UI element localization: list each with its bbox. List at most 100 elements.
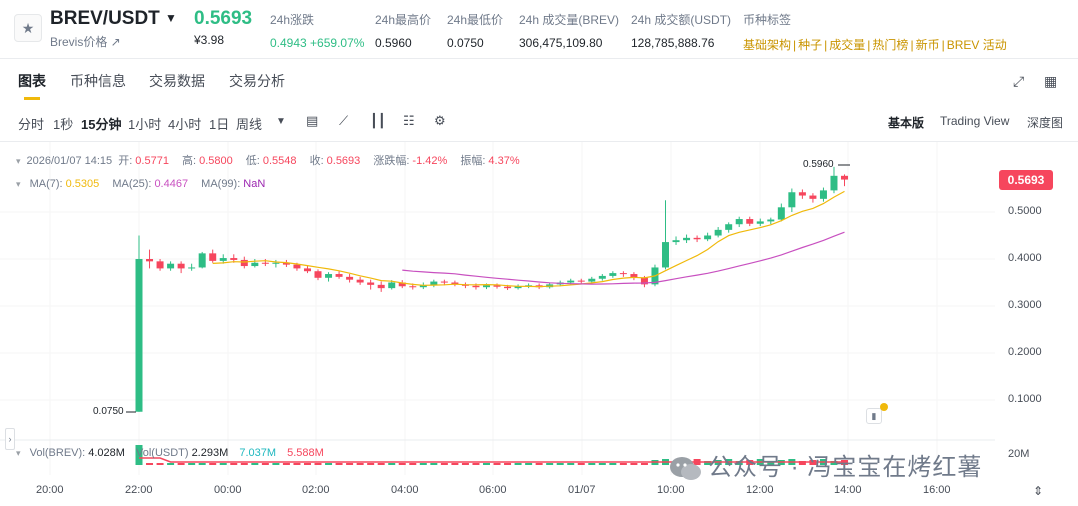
volume-bar [251, 463, 259, 465]
candle-body [788, 192, 796, 208]
interval-15m[interactable]: 15分钟 [81, 117, 122, 132]
volume-bar [219, 463, 227, 465]
x-tick: 14:00 [834, 484, 862, 496]
tab-chart[interactable]: 图表 [18, 73, 46, 89]
interval-4h[interactable]: 4小时 [168, 117, 202, 132]
interval-1h[interactable]: 1小时 [128, 117, 162, 132]
axis-reset-icon[interactable]: ⇕ [1033, 484, 1044, 498]
fullscreen-icon[interactable]: ⤢ [1013, 73, 1025, 89]
volume-bar [419, 463, 427, 465]
volume-bar [135, 445, 143, 465]
volume-bar [472, 463, 480, 465]
wechat-icon [668, 454, 702, 484]
volume-bar [577, 463, 585, 465]
volume-bar [346, 463, 354, 465]
last-price: 0.5693 [194, 8, 253, 29]
tab-trading-data[interactable]: 交易数据 [149, 73, 205, 89]
candle-body [451, 282, 459, 285]
candle-body [798, 192, 806, 196]
caret-down-icon[interactable]: ▼ [165, 11, 177, 25]
favorite-star-button[interactable]: ★ [14, 14, 42, 42]
volume-bar [482, 463, 490, 465]
candle-body [135, 259, 143, 412]
ma25-line [402, 231, 845, 285]
layout-grid-icon[interactable]: ▦ [1044, 73, 1058, 89]
interval-week[interactable]: 周线 [236, 117, 263, 132]
interval-timeline[interactable]: 分时 [18, 117, 45, 132]
stat-24h-turnover: 24h 成交额(USDT) 128,785,888.76 [631, 13, 732, 50]
collapse-icon[interactable]: ▾ [16, 179, 21, 189]
volume-bar [430, 463, 438, 465]
candle-body [662, 242, 669, 268]
candle-body [756, 221, 764, 224]
header: ★ BREV/USDT ▼ Brevis价格 ↗ 0.5693 ¥3.98 24… [0, 0, 1078, 56]
volume-bar [630, 463, 638, 465]
candle-body [356, 279, 364, 283]
candle-body [377, 284, 385, 289]
candle-body [398, 282, 406, 287]
x-tick: 22:00 [125, 484, 153, 496]
volume-bar [303, 463, 311, 465]
volume-bar [335, 463, 343, 465]
candle-body [588, 278, 596, 282]
view-tradingview[interactable]: Trading View [940, 114, 1010, 128]
tag-item[interactable]: 成交量 [829, 38, 866, 52]
interval-1s[interactable]: 1秒 [53, 117, 74, 132]
volume-bar [735, 461, 743, 465]
candle-body [735, 219, 743, 225]
view-basic[interactable]: 基本版 [888, 116, 925, 130]
calendar-icon[interactable]: ▤ [306, 113, 319, 128]
candle-body [251, 262, 259, 267]
candles [126, 164, 850, 413]
gear-icon[interactable]: ⚙ [434, 113, 446, 128]
volume-bar [314, 463, 322, 465]
collapse-icon[interactable]: ▾ [16, 448, 21, 458]
candle-body [177, 263, 185, 269]
candle-body [693, 237, 701, 240]
candle-body [704, 235, 712, 240]
candle-type-icon[interactable]: ┃┃ [370, 113, 386, 128]
candle-body [293, 264, 301, 269]
y-tick: 0.1000 [1008, 393, 1042, 405]
candle-body [819, 190, 827, 199]
candle-body [514, 286, 522, 289]
tab-coin-info[interactable]: 币种信息 [70, 73, 126, 89]
symbol-title[interactable]: BREV/USDT [50, 8, 160, 29]
volume-bar [556, 463, 564, 465]
tab-trading-analysis[interactable]: 交易分析 [229, 73, 285, 89]
toolbar-divider [0, 141, 1078, 142]
volume-bar [598, 463, 606, 465]
volume-bar [240, 463, 248, 465]
y-tick: 0.4000 [1008, 252, 1042, 264]
interval-1d[interactable]: 1日 [209, 117, 230, 132]
volume-bar [525, 463, 533, 465]
candle-body [482, 285, 490, 288]
tag-item[interactable]: 热门榜 [872, 38, 909, 52]
volume-bar [167, 463, 175, 465]
volume-legend: ▾ Vol(BREV): 4.028M Vol(USDT) 2.293M 7.037… [16, 447, 324, 459]
tag-item[interactable]: 基础架构 [743, 38, 792, 52]
candle-body [598, 275, 606, 279]
indicator-icon[interactable]: ⟋ [339, 113, 349, 128]
candle-body [640, 277, 648, 285]
drawing-tool-icon[interactable]: ☷ [403, 113, 415, 128]
candle-body [672, 240, 680, 243]
candle-body [240, 259, 248, 267]
tag-item[interactable]: 新币 [915, 38, 940, 52]
news-float-button[interactable]: ▮ [866, 408, 882, 424]
header-divider [0, 58, 1078, 59]
tag-item[interactable]: 种子 [798, 38, 823, 52]
x-tick: 10:00 [657, 484, 685, 496]
candle-body [767, 219, 775, 222]
tag-item[interactable]: BREV 活动 [946, 38, 1007, 52]
coin-price-link[interactable]: Brevis价格 ↗ [50, 35, 121, 49]
collapse-icon[interactable]: ▾ [16, 156, 21, 166]
candle-body [493, 285, 501, 287]
expand-panel-handle[interactable]: › [5, 428, 15, 450]
view-depth[interactable]: 深度图 [1027, 116, 1064, 130]
interval-dropdown-icon[interactable]: ▼ [276, 116, 286, 127]
coin-tags: 币种标签 基础架构 | 种子 | 成交量 | 热门榜 | 新币 | BREV 活动 [743, 13, 1007, 52]
stat-24h-high: 24h最高价 0.5960 [375, 13, 432, 50]
volume-bar [588, 463, 596, 465]
